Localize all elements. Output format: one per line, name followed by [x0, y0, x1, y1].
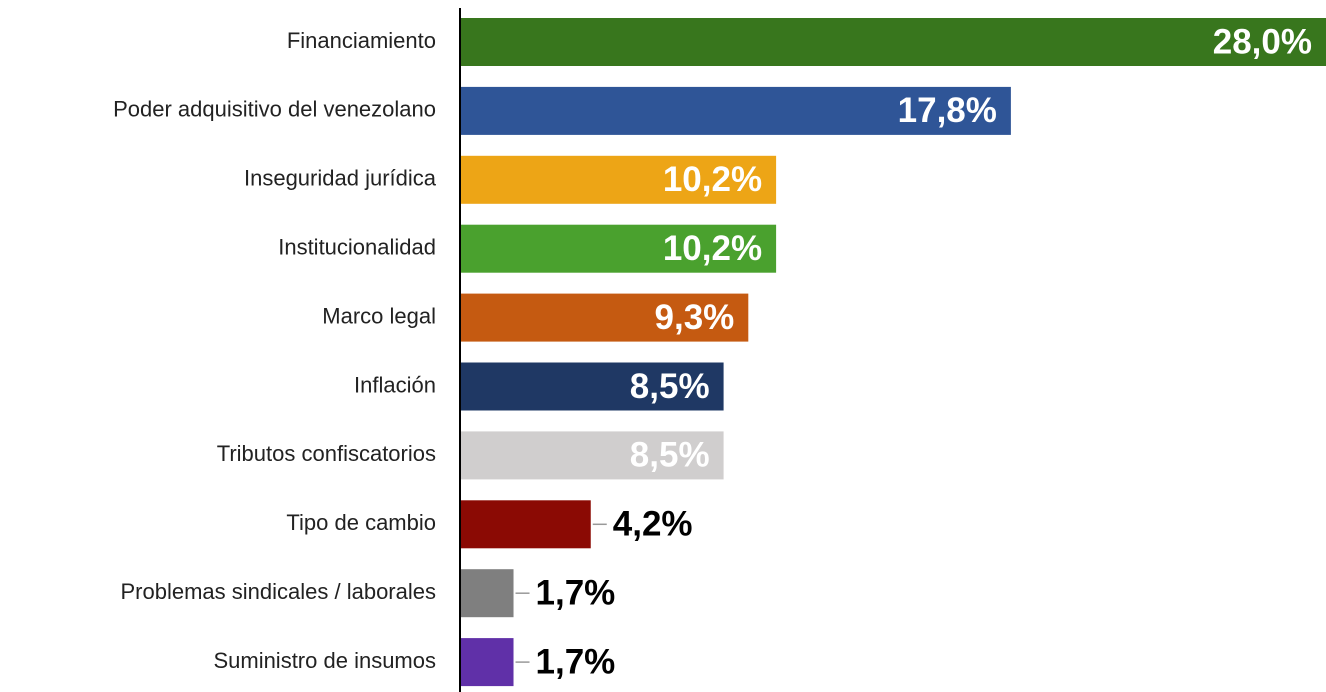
value-label: 10,2% — [663, 229, 762, 268]
bar — [461, 500, 591, 548]
category-label: Tributos confiscatorios — [217, 441, 436, 466]
category-label: Problemas sindicales / laborales — [121, 579, 437, 604]
category-label: Marco legal — [322, 303, 436, 328]
chart: Financiamiento 28,0% Poder adquisitivo del… — [0, 0, 1326, 692]
value-label: 9,3% — [655, 298, 735, 337]
value-label: 4,2% — [613, 505, 693, 544]
bar — [461, 569, 514, 617]
value-label: 10,2% — [663, 160, 762, 199]
bar — [461, 18, 1326, 66]
value-label: 28,0% — [1213, 22, 1312, 61]
bar — [461, 638, 514, 686]
value-label: 8,5% — [630, 367, 710, 406]
category-label: Financiamiento — [287, 28, 436, 53]
category-label: Inseguridad jurídica — [244, 166, 437, 191]
value-label: 17,8% — [898, 91, 997, 130]
category-label: Inflación — [354, 372, 436, 397]
value-label: 1,7% — [536, 573, 616, 612]
value-label: 8,5% — [630, 436, 710, 475]
category-label: Poder adquisitivo del venezolano — [113, 97, 436, 122]
category-label: Suministro de insumos — [213, 648, 436, 673]
category-label: Institucionalidad — [278, 235, 436, 260]
value-label: 1,7% — [536, 642, 616, 681]
category-label: Tipo de cambio — [286, 510, 436, 535]
